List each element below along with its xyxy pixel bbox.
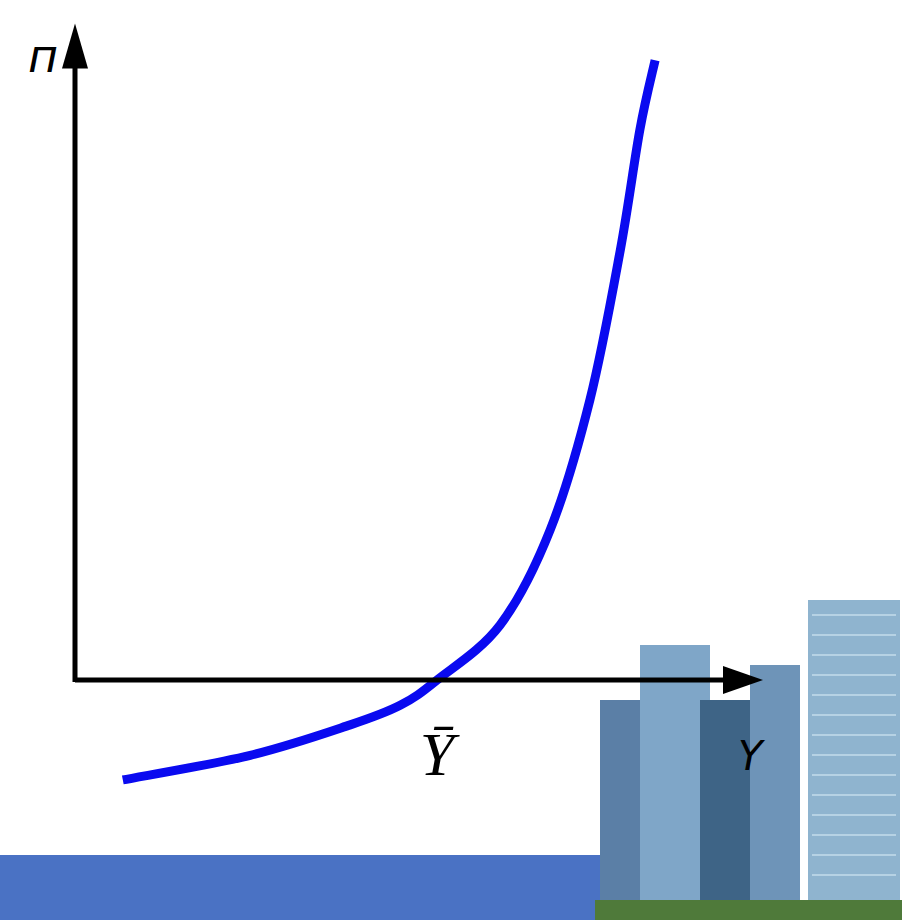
chart: Ȳп Y: [0, 0, 902, 920]
buildings-decoration: [595, 600, 902, 920]
x-tick-label: Ȳ: [420, 720, 460, 788]
y-axis-arrow: [62, 23, 88, 68]
y-axis: [73, 58, 78, 682]
plot-area: [123, 60, 655, 780]
x-axis-arrow: [723, 666, 763, 694]
footer-band: [0, 855, 610, 920]
x-axis: [75, 678, 733, 683]
y-axis-label: п: [28, 29, 58, 83]
curve: [123, 60, 655, 780]
x-tick: [437, 680, 438, 681]
x-axis-label: Y: [738, 733, 766, 779]
